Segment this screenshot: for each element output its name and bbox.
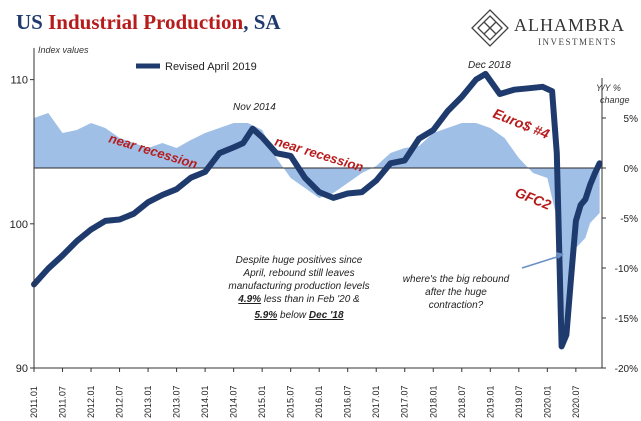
x-tick-label: 2017.07 <box>400 385 410 418</box>
despite-line-4: 4.9% less than in Feb '20 & <box>237 294 360 305</box>
logo-name: ALHAMBRA <box>514 15 625 35</box>
alhambra-logo: ALHAMBRA INVESTMENTS <box>471 9 625 47</box>
despite-dec: Dec '18 <box>309 310 344 321</box>
left-axis: 90 100 110 <box>10 48 35 375</box>
despite-line-3: manufacturing production levels <box>228 281 369 292</box>
despite-line-5-mid: below <box>277 310 309 321</box>
arrow-head-icon <box>556 252 564 259</box>
x-tick-label: 2013.07 <box>172 385 182 418</box>
left-tick-label: 100 <box>10 219 28 231</box>
right-tick-label: -15% <box>615 314 638 325</box>
despite-line-5: 5.9% below Dec '18 <box>254 310 344 321</box>
right-axis-label-2: change <box>600 95 630 105</box>
despite-pct-2: 5.9% <box>254 310 277 321</box>
index-line-layer <box>31 70 603 350</box>
x-tick-label: 2019.07 <box>514 385 524 418</box>
x-tick-label: 2017.01 <box>371 385 381 418</box>
x-tick-label: 2014.01 <box>200 385 210 418</box>
logo-subtitle: INVESTMENTS <box>538 37 617 47</box>
despite-line-2: April, rebound still leaves <box>242 268 354 279</box>
x-tick-label: 2016.07 <box>343 385 353 418</box>
logo-diamond-icon <box>471 9 509 47</box>
x-tick-label: 2020.07 <box>571 385 581 418</box>
x-tick-label: 2012.01 <box>86 385 96 418</box>
right-tick-label: 5% <box>624 114 639 125</box>
x-tick-label: 2018.07 <box>457 385 467 418</box>
annotation-where: where's the big rebound after the huge c… <box>403 274 510 311</box>
chart-title: US Industrial Production, SA <box>16 10 281 34</box>
where-line-2: after the huge <box>425 287 487 298</box>
despite-pct-1: 4.9% <box>237 294 261 305</box>
right-axis: 5% 0% -5% -10% -15% -20% <box>601 78 639 375</box>
annotation-nov-2014: Nov 2014 <box>233 102 276 113</box>
where-line-1: where's the big rebound <box>403 274 510 285</box>
x-tick-label: 2012.07 <box>115 385 125 418</box>
x-tick-label: 2016.01 <box>314 385 324 418</box>
yoy-area <box>34 113 600 338</box>
x-tick-label: 2019.01 <box>485 385 495 418</box>
arrow-line <box>521 255 561 269</box>
x-tick-label: 2014.07 <box>229 385 239 418</box>
index-line <box>31 70 603 350</box>
x-tick-label: 2011.07 <box>58 386 68 418</box>
right-tick-label: 0% <box>624 164 639 175</box>
legend-label: Revised April 2019 <box>165 61 257 73</box>
where-line-3: contraction? <box>429 300 484 311</box>
annotation-gfc2: GFC2 <box>513 184 554 213</box>
left-tick-label: 90 <box>16 363 28 375</box>
right-axis-label-1: Y/Y % <box>596 83 621 93</box>
annotation-despite: Despite huge positives since April, rebo… <box>228 255 369 321</box>
x-tick-label: 2015.01 <box>257 385 267 418</box>
right-tick-label: -10% <box>615 264 638 275</box>
left-axis-label: Index values <box>38 45 89 55</box>
x-axis: 2011.01 2011.07 2012.01 2012.07 2013.01 2013.… <box>29 367 602 418</box>
despite-line-1: Despite huge positives since <box>236 255 363 266</box>
x-tick-label: 2011.01 <box>29 386 39 418</box>
title-part-2: Industrial Production <box>48 10 243 34</box>
title-part-1: US <box>16 10 48 34</box>
despite-line-4-rest: less than in Feb '20 & <box>261 294 360 305</box>
annotation-dec-2018: Dec 2018 <box>468 60 511 71</box>
yoy-area-layer <box>34 113 600 338</box>
left-tick-label: 110 <box>10 75 28 87</box>
annotation-arrow <box>521 252 564 269</box>
x-tick-label: 2018.01 <box>428 385 438 418</box>
right-tick-label: -5% <box>620 214 638 225</box>
right-tick-label: -20% <box>615 364 638 375</box>
title-part-3: , SA <box>243 10 281 34</box>
x-tick-label: 2020.01 <box>542 385 552 418</box>
x-tick-label: 2015.07 <box>286 385 296 418</box>
legend: Revised April 2019 <box>136 61 257 73</box>
x-tick-label: 2013.01 <box>143 385 153 418</box>
